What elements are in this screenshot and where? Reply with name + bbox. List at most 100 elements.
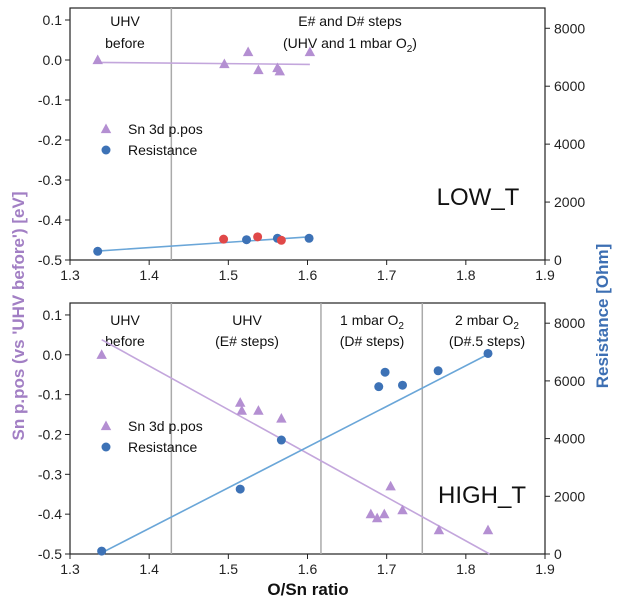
y2-tick-label: 8000 [554,20,585,36]
sn-point [242,46,254,57]
resistance-point [276,435,286,445]
legend-resistance-label: Resistance [128,439,197,455]
sn-fit-line [97,61,310,66]
y2-tick-label: 6000 [554,78,585,94]
region-annotation: (E# steps) [215,333,279,349]
y-tick-label: -0.2 [38,132,62,148]
resistance-point [304,233,314,243]
region-annotation: UHV [232,312,262,328]
sn-point [236,405,248,415]
region-annotation: before [105,35,145,51]
region-annotation: (UHV and 1 mbar O2) [283,35,417,55]
region-annotation: 1 mbar O2 [340,312,404,332]
sn-point [371,512,383,523]
y-axis-label-right: Resistance [Ohm] [593,244,612,389]
y2-tick-label: 8000 [554,315,585,331]
y-tick-label: -0.1 [38,92,62,108]
chart-panels: 1.3 1.4 1.5 1.6 1.7 1.8 1.9 0.1 0.0 -0.1 -0.2 -0.3 -… [38,7,585,577]
sn-point [276,413,287,423]
sn-point [92,54,103,65]
y-tick-label: -0.2 [38,426,62,442]
y-tick-label: -0.5 [38,546,62,562]
legend: Sn 3d p.pos Resistance [100,121,203,158]
region-annotation: (D#.5 steps) [449,333,525,349]
y-tick-label: -0.4 [38,506,62,522]
legend-sn-label: Sn 3d p.pos [128,418,203,434]
x-tick-label: 1.4 [139,267,159,283]
x-tick-label: 1.4 [139,561,159,577]
y-tick-label: -0.5 [38,252,62,268]
y-tick-label: -0.3 [38,466,62,482]
sn-point [365,508,377,519]
sn-point [397,504,408,515]
sn-point [234,397,246,407]
sn-point [253,405,264,415]
region-annotation: 2 mbar O2 [455,312,519,332]
region-annotation: UHV [110,312,140,328]
sn-fit-line [101,338,490,555]
resistance-point [433,366,443,376]
y-tick-label: 0.0 [43,347,63,363]
legend-sn-marker [100,123,112,134]
region-annotation: (D# steps) [340,333,405,349]
x-axis-label: O/Sn ratio [267,580,348,599]
x-tick-label: 1.5 [219,267,239,283]
y2-tick-label: 4000 [554,431,585,447]
resistance-point [97,546,107,556]
sn-point [219,58,230,69]
x-tick-label: 1.7 [377,267,397,283]
resistance-point-highlight [276,235,286,245]
y-tick-label: -0.3 [38,172,62,188]
panel-label: LOW_T [437,184,520,211]
sn-point [385,480,396,491]
y-tick-label: 0.1 [43,12,63,28]
legend-resistance-label: Resistance [128,142,197,158]
region-annotation: E# and D# steps [298,13,402,29]
y2-tick-label: 0 [554,252,562,268]
y-axis-label-left: Sn p.pos (vs 'UHV before') [eV] [9,192,28,441]
x-tick-label: 1.7 [377,561,397,577]
x-tick-label: 1.3 [60,267,80,283]
y-tick-label: -0.4 [38,212,62,228]
sn-point [482,524,494,535]
resistance-point [374,382,384,392]
region-annotation: before [105,333,145,349]
legend-sn-label: Sn 3d p.pos [128,121,203,137]
y2-tick-label: 2000 [554,488,585,504]
x-tick-label: 1.8 [456,267,476,283]
sn-point [96,349,107,359]
legend-sn-marker [100,420,112,431]
x-tick-label: 1.6 [298,267,318,283]
resistance-point-highlight [219,234,229,244]
x-tick-label: 1.3 [60,561,80,577]
x-tick-label: 1.9 [535,561,555,577]
y-tick-label: 0.0 [43,52,63,68]
resistance-point [380,367,390,377]
resistance-point [93,246,103,256]
panel-label: HIGH_T [438,482,526,509]
sn-point [379,508,390,519]
x-tick-label: 1.5 [219,561,239,577]
sn-point [304,46,316,57]
resistance-fit-line [101,352,490,554]
x-tick-label: 1.8 [456,561,476,577]
y-tick-label: 0.1 [43,307,63,323]
legend-resistance-marker [101,442,111,452]
sn-point [433,524,445,535]
y2-tick-label: 4000 [554,136,585,152]
sn-point [274,65,286,76]
panel-high-t: 1.3 1.4 1.5 1.6 1.7 1.8 1.9 0.1 0.0 -0.1 -0.2 -0.3 -… [38,302,585,577]
y-tick-label: -0.1 [38,387,62,403]
legend: Sn 3d p.pos Resistance [100,418,203,455]
y2-tick-label: 0 [554,546,562,562]
resistance-point-highlight [253,232,263,242]
y2-tick-label: 6000 [554,373,585,389]
resistance-point [483,348,493,358]
legend-resistance-marker [101,145,111,155]
x-tick-label: 1.6 [298,561,318,577]
region-annotation: UHV [110,13,140,29]
x-tick-label: 1.9 [535,267,555,283]
sn-point [253,64,264,75]
resistance-point [235,484,245,494]
